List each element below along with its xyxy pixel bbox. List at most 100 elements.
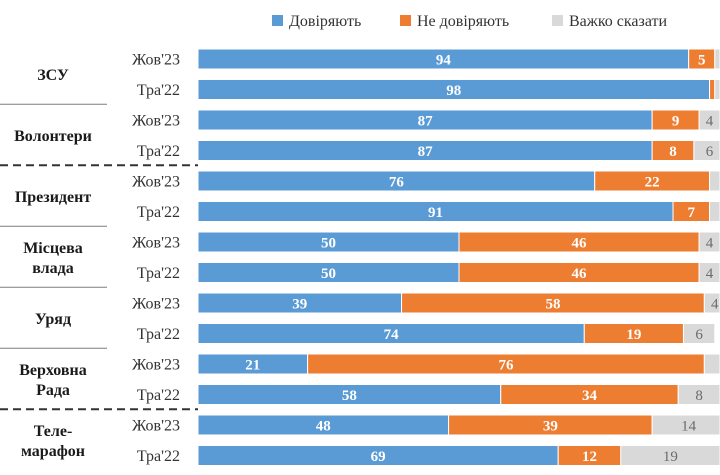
bar-segment-3 <box>703 292 720 314</box>
period-label: Жов'23 <box>132 174 180 191</box>
bar-row: Тра'22 74 19 6 <box>137 323 716 344</box>
legend-label-1: Довіряють <box>289 13 361 30</box>
data-label: 7 <box>688 205 696 221</box>
entity-label: Теле- <box>34 423 73 440</box>
data-label: 58 <box>342 388 357 404</box>
data-label: 69 <box>371 449 386 465</box>
bar-segment-3 <box>703 353 720 375</box>
period-label: Жов'23 <box>132 235 180 252</box>
entity-label: влада <box>32 260 74 277</box>
period-label: Жов'23 <box>132 52 180 69</box>
legend-swatch-3 <box>552 15 563 26</box>
data-label: 21 <box>245 358 260 374</box>
data-label: 39 <box>292 297 307 313</box>
period-label: Жов'23 <box>132 357 180 374</box>
legend-swatch-1 <box>272 15 283 26</box>
data-label: 74 <box>384 327 400 343</box>
entity-label: Президент <box>15 189 92 206</box>
period-label: Жов'23 <box>132 296 180 313</box>
bar-segment-3 <box>714 48 720 70</box>
group-1: Жов'23 94 5 Тра'22 98 ЗСУ <box>37 48 720 100</box>
data-label: 39 <box>543 419 558 435</box>
group-6: Жов'23 21 76 Тра'22 58 34 8 Верховна Рада <box>19 353 720 405</box>
group-5: Жов'23 39 58 4 Тра'22 74 19 6 Уряд <box>35 292 720 344</box>
bar-segment-3 <box>620 445 720 466</box>
data-label: 4 <box>711 297 719 313</box>
legend: Довіряють Не довіряють Важко сказати <box>272 13 668 30</box>
bar-row: Тра'22 87 8 6 <box>137 140 720 161</box>
legend-label-2: Не довіряють <box>417 13 509 30</box>
entity-label: Рада <box>36 382 70 399</box>
data-label: 76 <box>498 358 514 374</box>
bar-row: Жов'23 48 39 14 <box>132 414 720 436</box>
data-label: 4 <box>706 236 714 252</box>
data-label: 58 <box>545 297 560 313</box>
bar-row: Тра'22 91 7 <box>137 201 720 222</box>
group-3: Жов'23 76 22 Тра'22 91 7 Президент <box>15 170 720 222</box>
data-label: 22 <box>645 175 660 191</box>
data-label: 87 <box>418 114 434 130</box>
period-label: Тра'22 <box>137 265 180 282</box>
data-label: 98 <box>446 83 461 99</box>
data-label: 50 <box>321 236 336 252</box>
period-label: Жов'23 <box>132 113 180 130</box>
group-2: Жов'23 87 9 4 Тра'22 87 8 6 Волонтери <box>14 109 720 161</box>
entity-label: Уряд <box>35 311 71 328</box>
data-label: 5 <box>698 53 706 69</box>
entity-label: ЗСУ <box>37 67 69 84</box>
bar-segment-3 <box>709 170 720 192</box>
data-label: 9 <box>672 114 680 130</box>
bar-segment-3 <box>682 323 716 344</box>
bar-row: Жов'23 76 22 <box>132 170 720 192</box>
entity-label: Волонтери <box>14 128 92 145</box>
period-label: Жов'23 <box>132 418 180 435</box>
data-label: 12 <box>582 449 597 465</box>
data-label: 50 <box>321 266 336 282</box>
period-label: Тра'22 <box>137 82 180 99</box>
legend-swatch-2 <box>400 15 411 26</box>
data-label: 87 <box>418 144 434 160</box>
data-label: 48 <box>316 419 331 435</box>
data-label: 14 <box>681 419 697 435</box>
group-7: Жов'23 48 39 14 Тра'22 69 12 19 Теле-марафон <box>21 414 720 466</box>
bar-row: Жов'23 94 5 <box>132 48 720 70</box>
legend-label-3: Важко сказати <box>569 13 668 30</box>
data-label: 76 <box>389 175 405 191</box>
bar-segment-3 <box>693 140 720 161</box>
data-label: 46 <box>572 266 588 282</box>
data-label: 19 <box>663 449 678 465</box>
bar-row: Жов'23 87 9 4 <box>132 109 720 131</box>
period-label: Тра'22 <box>137 143 180 160</box>
bar-segment-3 <box>709 201 720 222</box>
period-label: Тра'22 <box>137 387 180 404</box>
bar-segment-2 <box>709 79 716 100</box>
entity-label: марафон <box>21 443 85 460</box>
data-label: 6 <box>695 327 703 343</box>
group-4: Жов'23 50 46 4 Тра'22 50 46 4 Місцева влада <box>23 231 720 283</box>
data-label: 46 <box>572 236 588 252</box>
bar-row: Тра'22 98 <box>137 79 720 100</box>
data-label: 6 <box>706 144 714 160</box>
period-label: Тра'22 <box>137 204 180 221</box>
entity-label: Місцева <box>23 240 83 257</box>
group-separators <box>0 103 198 411</box>
bar-row: Тра'22 58 34 8 <box>137 384 720 405</box>
bar-row: Жов'23 50 46 4 <box>132 231 720 253</box>
bar-row: Тра'22 50 46 4 <box>137 262 720 283</box>
period-label: Тра'22 <box>137 448 180 465</box>
data-label: 4 <box>706 266 714 282</box>
data-label: 8 <box>695 388 703 404</box>
data-label: 4 <box>706 114 714 130</box>
entity-label: Верховна <box>19 362 87 379</box>
data-label: 19 <box>626 327 641 343</box>
bar-segment-3 <box>714 79 720 100</box>
bar-row: Тра'22 69 12 19 <box>137 445 720 466</box>
data-label: 8 <box>669 144 677 160</box>
bar-row: Жов'23 21 76 <box>132 353 720 375</box>
data-label: 94 <box>436 53 452 69</box>
bar-row: Жов'23 39 58 4 <box>132 292 720 314</box>
data-label: 91 <box>428 205 443 221</box>
bar-segment-3 <box>651 414 720 436</box>
